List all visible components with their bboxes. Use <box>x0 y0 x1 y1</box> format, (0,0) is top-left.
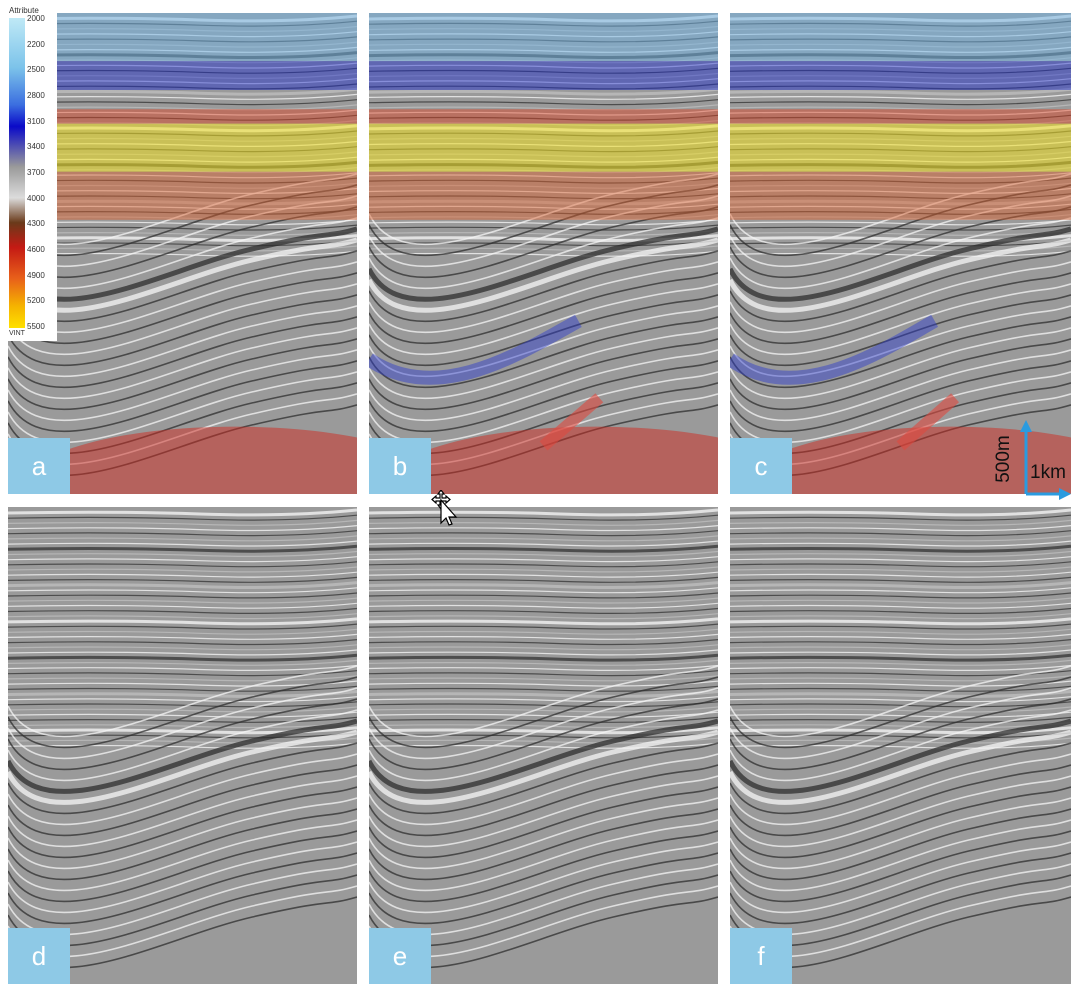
seismic-section-icon <box>730 13 1071 494</box>
colorbar-tick: 2000 <box>27 14 45 23</box>
panel-label: e <box>369 928 431 984</box>
colorbar-tick: 2500 <box>27 65 45 75</box>
panel-e: e <box>369 507 718 984</box>
seismic-section-icon <box>369 13 718 494</box>
colorbar-tick: 4300 <box>27 219 45 229</box>
colorbar-tick: 3400 <box>27 142 45 152</box>
colorbar-tick: 5500 <box>27 322 45 331</box>
seismic-section-icon <box>369 507 718 984</box>
panel-label: d <box>8 928 70 984</box>
seismic-section-icon <box>8 13 357 494</box>
colorbar-tick: 2200 <box>27 39 45 49</box>
panel-label: c <box>730 438 792 494</box>
scale-horizontal-label: 1km <box>1030 462 1066 483</box>
colorbar-title: Attribute <box>9 6 39 15</box>
scale-vertical-label: 500m <box>992 435 1014 483</box>
panel-label: a <box>8 438 70 494</box>
scale-bar: 500m 1km <box>990 418 1071 504</box>
panel-label: b <box>369 438 431 494</box>
panel-c: c <box>730 13 1071 494</box>
move-cursor-icon <box>431 490 458 526</box>
panel-a: a <box>8 13 357 494</box>
velocity-colorbar: Attribute 2000 2200 2500 2800 3100 3400 3700 40… <box>8 6 57 341</box>
panel-label: f <box>730 928 792 984</box>
colorbar-tick: 3700 <box>27 168 45 177</box>
colorbar-ticks: 2000 2200 2500 2800 3100 3400 3700 4000 4300 4600… <box>27 14 55 332</box>
colorbar-ramp <box>9 18 25 328</box>
colorbar-tick: 4600 <box>27 245 45 254</box>
panel-b: b <box>369 13 718 494</box>
seismic-section-icon <box>730 507 1071 984</box>
colorbar-tick: 4900 <box>27 270 45 280</box>
colorbar-tick: 4000 <box>27 193 45 203</box>
panel-f: f <box>730 507 1071 984</box>
colorbar-tick: 2800 <box>27 91 45 100</box>
seismic-section-icon <box>8 507 357 984</box>
panel-d: d <box>8 507 357 984</box>
scale-arrows-icon <box>1020 420 1071 500</box>
colorbar-tick: 5200 <box>27 296 45 306</box>
colorbar-unit: VINT <box>9 330 25 337</box>
colorbar-tick: 3100 <box>27 116 45 126</box>
